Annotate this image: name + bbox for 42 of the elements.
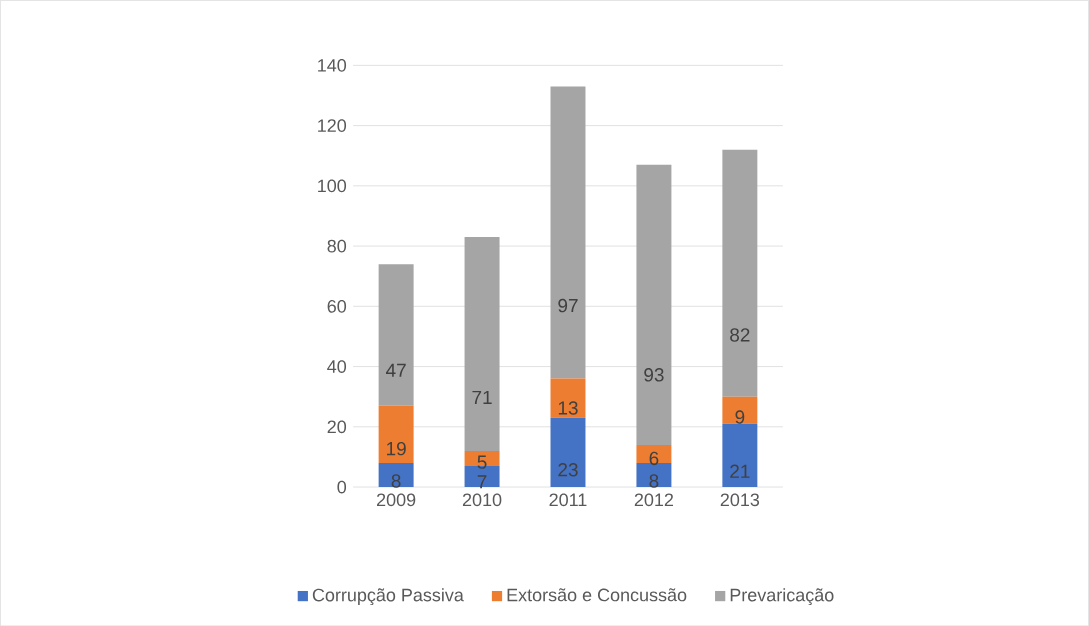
data-label: 8 xyxy=(391,474,401,488)
y-tick-label: 120 xyxy=(318,119,347,132)
bar xyxy=(550,417,586,487)
data-label: 19 xyxy=(387,441,406,456)
data-label: 47 xyxy=(386,363,406,377)
bar xyxy=(378,405,414,463)
bar xyxy=(378,263,414,406)
data-label: 23 xyxy=(558,462,578,477)
data-label: 93 xyxy=(644,367,664,382)
x-tick-label: 2009 xyxy=(377,493,416,507)
y-tick-label: 60 xyxy=(327,299,347,313)
bar xyxy=(550,86,586,379)
y-tick-label: 100 xyxy=(318,179,347,193)
bar xyxy=(722,149,758,397)
data-label: 13 xyxy=(558,401,578,415)
y-tick-label: 20 xyxy=(327,420,347,434)
legend-label: Extorsão e Concussão xyxy=(507,588,687,602)
legend-label: Corrupção Passiva xyxy=(312,588,464,605)
data-label: 21 xyxy=(730,464,750,478)
data-label: 82 xyxy=(730,328,750,342)
y-tick-label: 140 xyxy=(318,58,347,72)
y-tick-label: 40 xyxy=(327,360,347,373)
data-label: 71 xyxy=(472,390,492,404)
bar xyxy=(722,396,758,424)
data-label: 5 xyxy=(477,455,487,469)
bar xyxy=(722,423,758,487)
data-label: 9 xyxy=(735,410,745,424)
x-tick-label: 2010 xyxy=(462,493,502,507)
y-tick-label: 80 xyxy=(327,239,347,253)
y-tick-label: 0 xyxy=(337,480,347,494)
data-label: 8 xyxy=(649,474,659,488)
bar xyxy=(550,378,586,418)
x-tick-label: 2013 xyxy=(720,493,760,507)
bar xyxy=(464,236,500,451)
x-tick-label: 2011 xyxy=(549,493,587,507)
data-label: 7 xyxy=(477,475,487,489)
bar xyxy=(378,462,414,487)
data-label: 97 xyxy=(558,298,578,313)
x-tick-label: 2012 xyxy=(634,493,674,507)
legend-label: Prevaricação xyxy=(730,588,834,605)
bar xyxy=(636,164,672,445)
data-label: 6 xyxy=(649,451,659,465)
